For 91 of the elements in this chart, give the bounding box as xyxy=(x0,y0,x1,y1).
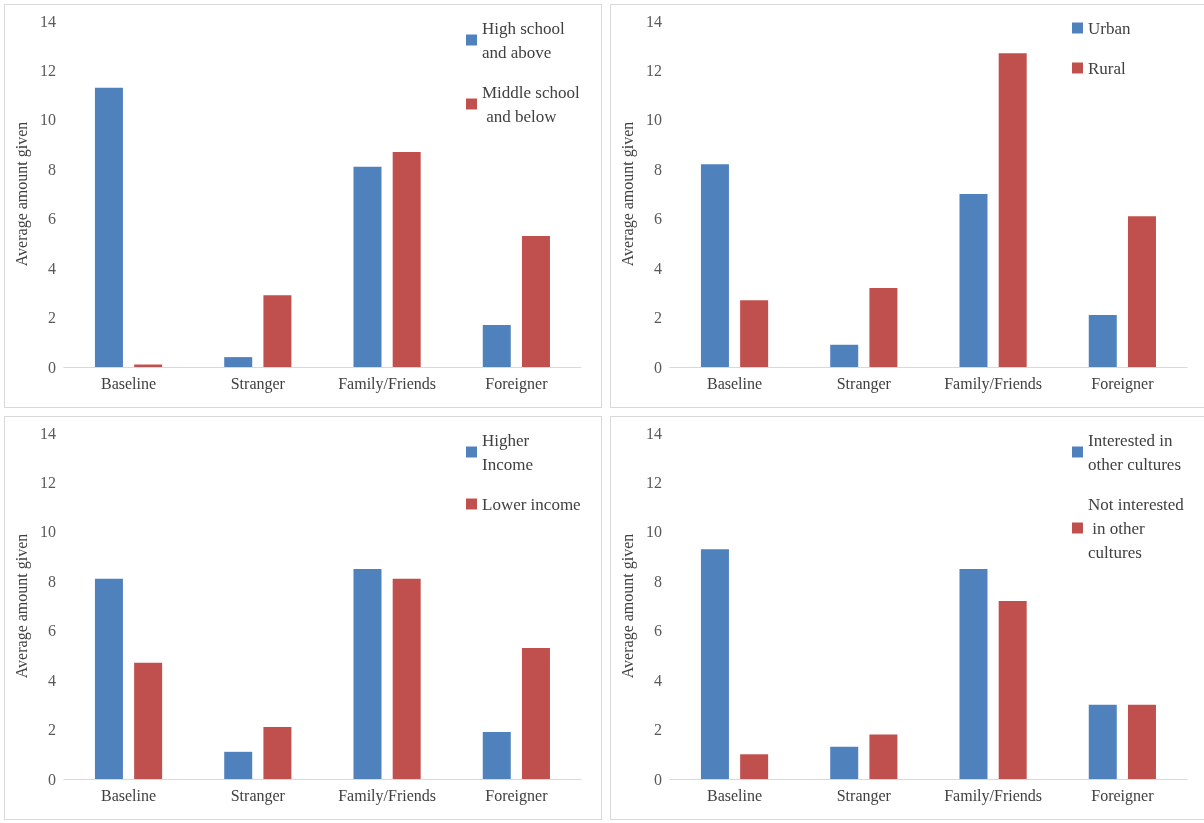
y-tick-label: 12 xyxy=(645,473,662,491)
bar xyxy=(353,568,382,779)
legend-label: Rural xyxy=(1088,58,1127,78)
y-tick-label: 8 xyxy=(47,160,56,178)
x-tick-label: Baseline xyxy=(706,786,763,804)
y-tick-label: 6 xyxy=(47,210,56,228)
x-tick-label: Stranger xyxy=(230,786,286,805)
bar xyxy=(94,87,123,367)
y-axis-title: Average amount given xyxy=(12,533,31,679)
bar xyxy=(959,568,988,779)
y-tick-label: 6 xyxy=(653,622,662,640)
y-tick-label: 8 xyxy=(653,160,662,178)
y-tick-label: 10 xyxy=(39,111,56,129)
bar xyxy=(830,746,859,779)
y-tick-label: 2 xyxy=(653,309,662,327)
bar xyxy=(224,357,253,367)
y-tick-label: 10 xyxy=(645,523,662,541)
legend-label: Middle school and below xyxy=(482,82,581,126)
bar xyxy=(1088,315,1117,367)
legend-label: Higher Income xyxy=(482,430,534,474)
bar xyxy=(830,344,859,367)
bar xyxy=(94,578,123,779)
legend-label: High school and above xyxy=(482,18,569,62)
bar xyxy=(1088,704,1117,779)
bar xyxy=(392,151,421,367)
bar xyxy=(869,734,898,779)
bar xyxy=(740,300,769,367)
bar xyxy=(134,662,163,779)
y-axis-title: Average amount given xyxy=(618,121,637,267)
y-tick-label: 14 xyxy=(39,12,56,30)
bar xyxy=(740,754,769,779)
bar xyxy=(700,549,729,779)
x-tick-label: Stranger xyxy=(836,786,892,805)
y-tick-label: 4 xyxy=(653,671,662,689)
y-tick-label: 0 xyxy=(653,358,662,376)
x-tick-label: Family/Friends xyxy=(944,786,1042,805)
y-axis-title: Average amount given xyxy=(618,533,637,679)
x-tick-label: Baseline xyxy=(100,786,157,804)
y-tick-label: 12 xyxy=(39,61,56,79)
y-tick-label: 0 xyxy=(47,358,56,376)
bar xyxy=(869,287,898,367)
y-tick-label: 4 xyxy=(653,259,662,277)
y-tick-label: 2 xyxy=(47,721,56,739)
x-tick-label: Foreigner xyxy=(1091,374,1155,393)
bar xyxy=(263,727,292,779)
y-tick-label: 14 xyxy=(645,12,662,30)
x-tick-label: Foreigner xyxy=(1091,786,1155,805)
y-axis-title: Average amount given xyxy=(12,121,31,267)
bar xyxy=(959,194,988,367)
x-tick-label: Stranger xyxy=(836,374,892,393)
y-tick-label: 12 xyxy=(645,61,662,79)
bar xyxy=(700,164,729,367)
y-tick-label: 6 xyxy=(653,210,662,228)
y-tick-label: 14 xyxy=(645,424,662,442)
y-tick-label: 12 xyxy=(39,473,56,491)
x-tick-label: Baseline xyxy=(706,374,763,392)
x-tick-label: Baseline xyxy=(100,374,157,392)
y-tick-label: 10 xyxy=(39,523,56,541)
legend-label: Urban xyxy=(1088,18,1131,38)
y-tick-label: 0 xyxy=(47,770,56,788)
legend-label: Not interested in other cultures xyxy=(1088,494,1185,562)
x-tick-label: Stranger xyxy=(230,374,286,393)
bar xyxy=(224,751,253,779)
y-tick-label: 6 xyxy=(47,622,56,640)
bar xyxy=(263,295,292,367)
bar xyxy=(353,166,382,367)
x-tick-label: Family/Friends xyxy=(944,374,1042,393)
bar xyxy=(1127,704,1156,779)
y-tick-label: 4 xyxy=(47,259,56,277)
y-tick-label: 2 xyxy=(653,721,662,739)
y-tick-label: 2 xyxy=(47,309,56,327)
bar xyxy=(1127,216,1156,367)
y-tick-label: 14 xyxy=(39,424,56,442)
y-tick-label: 8 xyxy=(653,572,662,590)
x-tick-label: Family/Friends xyxy=(338,374,436,393)
bar xyxy=(521,648,550,779)
legend-label: Interested in other cultures xyxy=(1088,430,1181,474)
bar xyxy=(392,578,421,779)
x-tick-label: Foreigner xyxy=(485,786,549,805)
y-tick-label: 0 xyxy=(653,770,662,788)
x-tick-label: Foreigner xyxy=(485,374,549,393)
y-tick-label: 8 xyxy=(47,572,56,590)
bar xyxy=(998,601,1027,779)
y-tick-label: 4 xyxy=(47,671,56,689)
y-tick-label: 10 xyxy=(645,111,662,129)
bar xyxy=(482,732,511,779)
bar xyxy=(998,53,1027,367)
bar xyxy=(482,324,511,367)
bar xyxy=(521,236,550,367)
legend-label: Lower income xyxy=(482,494,581,514)
x-tick-label: Family/Friends xyxy=(338,786,436,805)
